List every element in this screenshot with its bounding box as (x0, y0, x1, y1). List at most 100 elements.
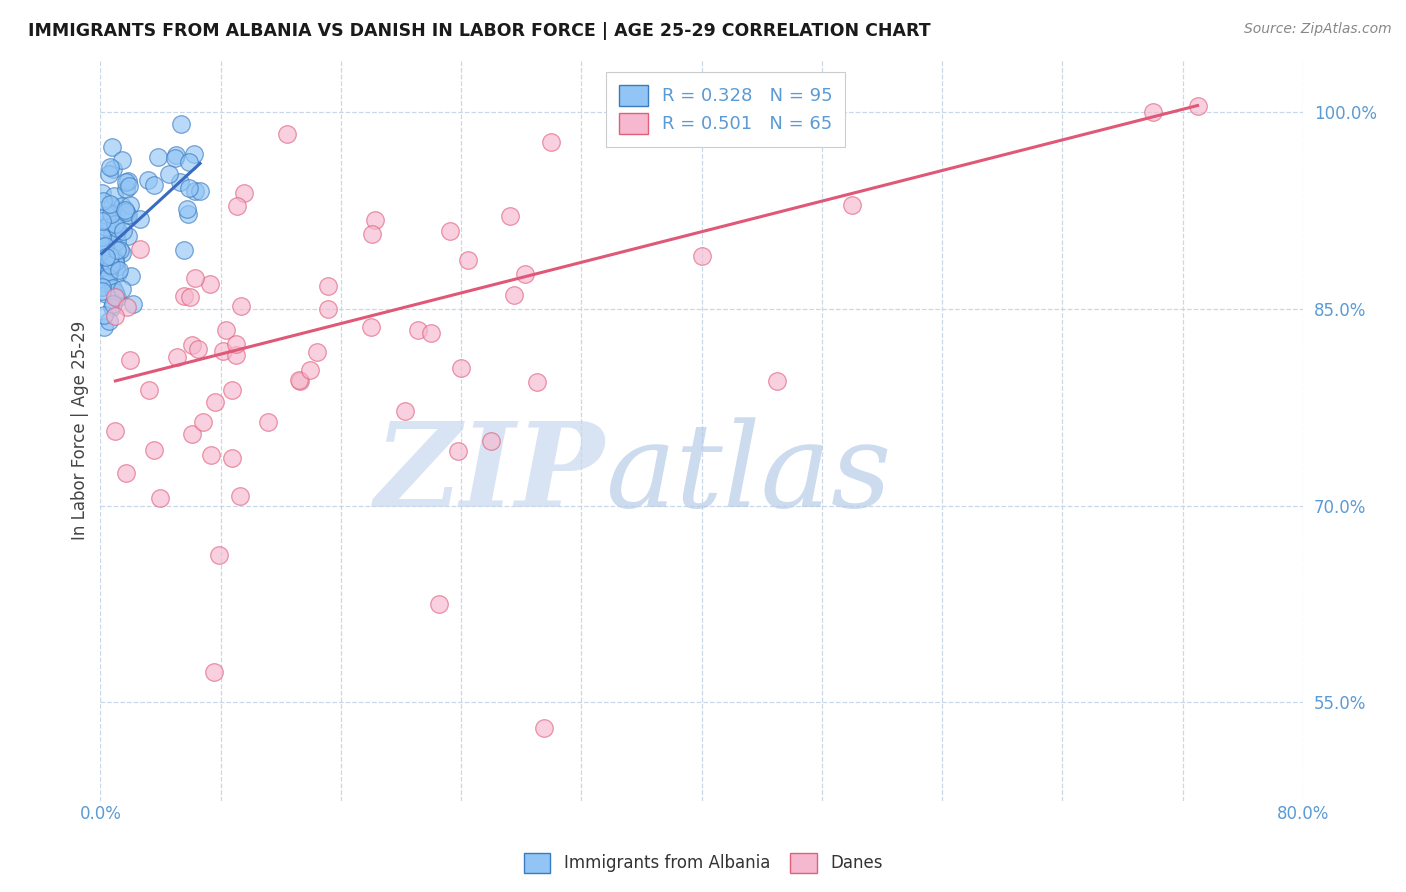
Point (91, 238, 114, 252)
Point (104, 217, 127, 231)
Point (318, 302, 340, 317)
Point (841, 198, 863, 212)
Point (179, 290, 201, 304)
Point (98, 264, 121, 278)
Point (93, 239, 115, 253)
Point (103, 161, 125, 176)
Point (1142, 105, 1164, 120)
Point (115, 466, 138, 480)
Point (394, 404, 416, 418)
Point (142, 178, 165, 193)
Point (117, 229, 139, 244)
Legend: Immigrants from Albania, Danes: Immigrants from Albania, Danes (517, 847, 889, 880)
Point (232, 186, 254, 200)
Point (105, 234, 128, 248)
Point (533, 722, 555, 736)
Point (129, 242, 152, 256)
Point (288, 373, 311, 387)
Point (515, 267, 537, 281)
Point (114, 202, 136, 217)
Point (169, 175, 191, 189)
Point (105, 243, 128, 257)
Point (107, 221, 129, 235)
Point (121, 297, 143, 311)
Point (105, 224, 128, 238)
Point (316, 278, 339, 293)
Point (103, 189, 125, 203)
Point (100, 301, 122, 315)
Point (104, 425, 127, 439)
Point (90, 280, 112, 294)
Point (427, 597, 450, 611)
Point (100, 220, 122, 235)
Point (104, 285, 127, 300)
Point (97, 255, 120, 269)
Point (94, 244, 117, 259)
Point (450, 360, 472, 375)
Point (104, 252, 127, 266)
Text: ZIP: ZIP (375, 417, 606, 532)
Point (225, 336, 247, 351)
Point (136, 173, 159, 187)
Point (166, 351, 188, 365)
Point (129, 211, 152, 226)
Point (101, 199, 124, 213)
Point (104, 290, 127, 304)
Point (221, 451, 243, 466)
Point (457, 253, 479, 268)
Point (225, 199, 247, 213)
Point (165, 148, 187, 162)
Point (97, 215, 120, 229)
Point (114, 182, 136, 196)
Text: Source: ZipAtlas.com: Source: ZipAtlas.com (1244, 22, 1392, 37)
Legend: R = 0.328   N = 95, R = 0.501   N = 65: R = 0.328 N = 95, R = 0.501 N = 65 (606, 72, 845, 146)
Point (361, 227, 384, 242)
Point (91, 257, 114, 271)
Point (97, 167, 120, 181)
Point (111, 153, 134, 167)
Point (90, 285, 112, 299)
Point (115, 175, 138, 189)
Point (90, 213, 112, 227)
Point (101, 227, 124, 242)
Point (101, 140, 124, 154)
Point (94, 287, 117, 301)
Point (180, 427, 202, 442)
Point (98, 217, 121, 231)
Point (97, 269, 120, 284)
Point (439, 224, 461, 238)
Point (159, 167, 181, 181)
Point (187, 342, 209, 356)
Point (690, 249, 713, 263)
Point (498, 210, 520, 224)
Point (616, 123, 638, 137)
Point (94, 250, 117, 264)
Point (191, 415, 214, 429)
Point (173, 289, 195, 303)
Point (90, 186, 112, 200)
Point (118, 178, 141, 193)
Point (526, 376, 548, 390)
Point (98, 160, 121, 174)
Point (100, 259, 122, 273)
Point (200, 448, 222, 462)
Point (98, 261, 121, 276)
Point (110, 246, 132, 260)
Point (96, 220, 118, 235)
Point (96, 225, 118, 239)
Point (183, 147, 205, 161)
Point (179, 155, 201, 169)
Point (100, 207, 122, 221)
Point (103, 297, 125, 311)
Point (364, 213, 387, 227)
Point (181, 337, 204, 351)
Point (221, 383, 243, 397)
Point (138, 383, 160, 397)
Point (101, 238, 124, 252)
Point (446, 444, 468, 458)
Point (120, 352, 142, 367)
Point (142, 442, 165, 457)
Point (91, 194, 114, 208)
Point (94, 277, 117, 292)
Point (103, 255, 125, 269)
